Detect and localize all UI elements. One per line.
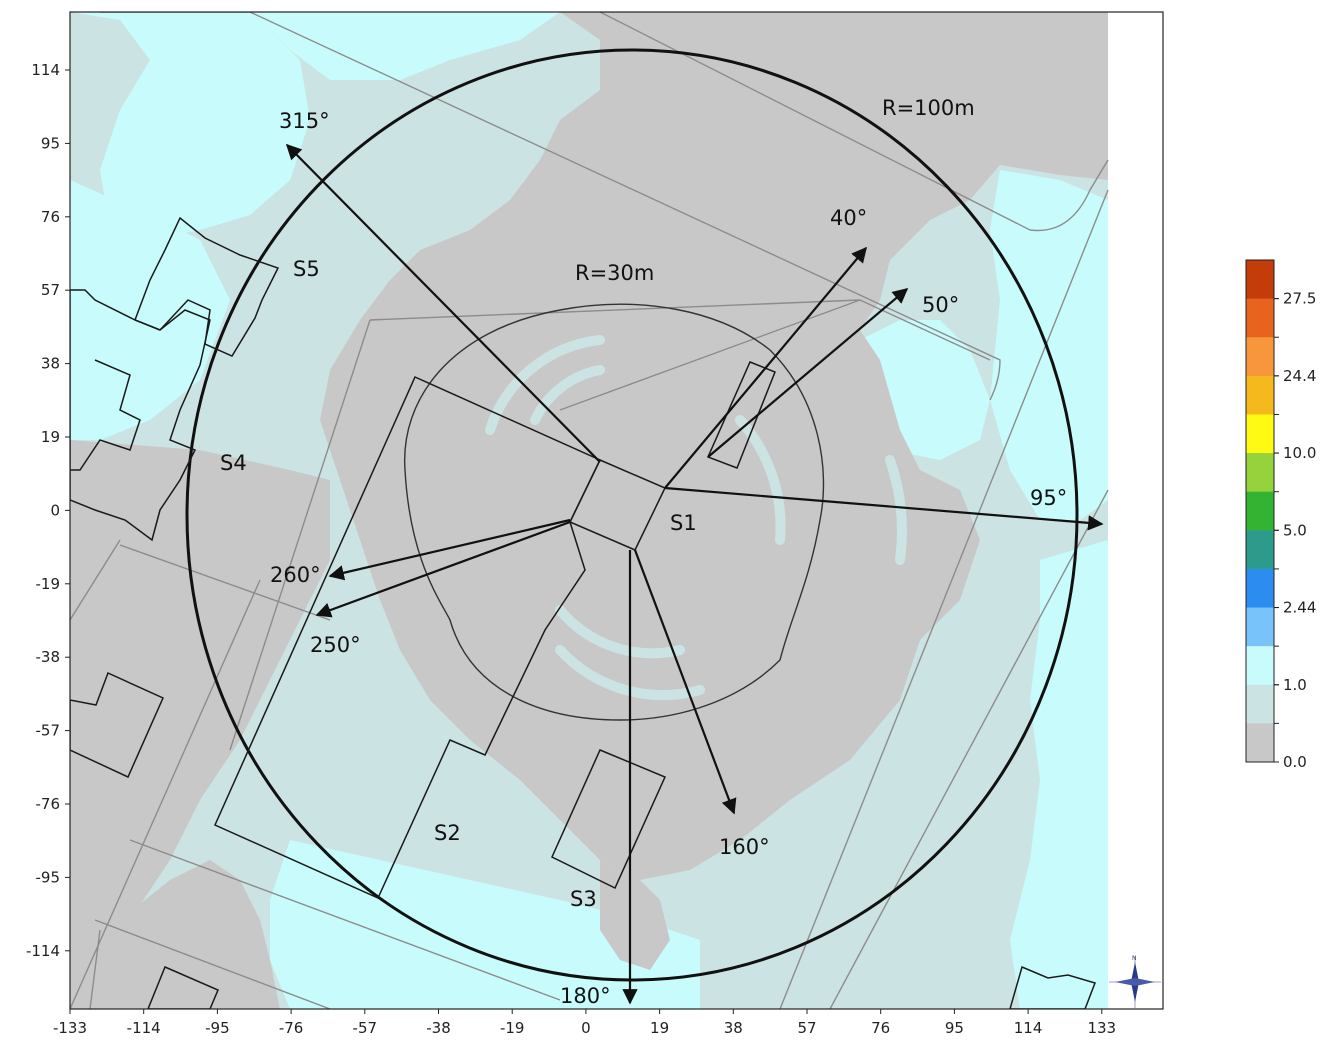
x-tick-label: -19 [500,1019,525,1037]
x-tick-label: 114 [1014,1019,1043,1037]
colorbar-segment [1246,723,1274,762]
label-dir-50: 50° [922,293,959,317]
colorbar-segment [1246,414,1274,453]
label-s2: S2 [434,821,461,845]
colorbar-tick-label: 27.5 [1283,290,1316,308]
colorbar-tick-label: 1.0 [1283,676,1307,694]
label-dir-260: 260° [270,563,321,587]
x-tick-label: -95 [205,1019,230,1037]
y-tick-label: -19 [36,575,61,593]
x-tick-label: 38 [724,1019,743,1037]
colorbar-segment [1246,337,1274,376]
label-dir-160: 160° [719,835,770,859]
colorbar: 27.5 24.4 10.0 5.0 2.44 1.0 0.0 [1246,260,1316,771]
y-tick-label: 57 [41,281,60,299]
svg-text:N: N [1132,955,1137,962]
x-tick-label: 19 [650,1019,669,1037]
label-r100: R=100m [882,96,975,120]
y-tick-label: -95 [36,868,61,886]
x-tick-label: -38 [426,1019,451,1037]
x-tick-label: -133 [53,1019,87,1037]
colorbar-segment [1246,492,1274,531]
colorbar-tick-label: 24.4 [1283,367,1316,385]
x-tick-label: 57 [797,1019,816,1037]
colorbar-segment [1246,646,1274,685]
x-tick-label: -57 [353,1019,378,1037]
x-tick-label: 95 [945,1019,964,1037]
label-dir-250: 250° [310,633,361,657]
y-tick-label: 114 [31,61,60,79]
label-r30: R=30m [575,261,654,285]
label-dir-315: 315° [279,109,330,133]
x-tick-label: 133 [1087,1019,1116,1037]
y-axis: 114 95 76 57 38 19 0 -19 -38 -57 -76 -95 -114 [26,61,70,960]
label-dir-180: 180° [560,984,611,1008]
y-tick-label: -57 [36,722,61,740]
plot-area: R=100m R=30m S1 S2 S3 S4 S5 315° 40° 50°… [70,12,1163,1009]
label-s1: S1 [670,511,697,535]
colorbar-segment [1246,530,1274,569]
y-tick-label: -114 [26,942,60,960]
y-tick-label: 95 [41,134,60,152]
colorbar-tick-label: 10.0 [1283,444,1316,462]
colorbar-segment [1246,685,1274,724]
label-s5: S5 [293,257,320,281]
x-tick-label: -114 [127,1019,161,1037]
colorbar-tick-label: 2.44 [1283,599,1316,617]
x-tick-label: -76 [279,1019,304,1037]
label-dir-40: 40° [830,206,867,230]
y-tick-label: -76 [36,795,61,813]
x-axis: -133 -114 -95 -76 -57 -38 -19 0 19 38 57 76 95 114 133 [53,1009,1116,1037]
colorbar-segment [1246,453,1274,492]
y-tick-label: -38 [36,648,61,666]
colorbar-tick-label: 0.0 [1283,753,1307,771]
label-s4: S4 [220,451,247,475]
y-tick-label: 19 [41,428,60,446]
colorbar-segment [1246,569,1274,608]
label-dir-95: 95° [1030,486,1067,510]
colorbar-segment [1246,299,1274,338]
y-tick-label: 76 [41,208,60,226]
y-tick-label: 38 [41,355,60,373]
colorbar-segment [1246,260,1274,299]
colorbar-segment [1246,608,1274,647]
y-tick-label: 0 [50,501,60,519]
colorbar-segment [1246,376,1274,415]
x-tick-label: 76 [871,1019,890,1037]
label-s3: S3 [570,887,597,911]
x-tick-label: 0 [581,1019,591,1037]
colorbar-tick-label: 5.0 [1283,521,1307,539]
